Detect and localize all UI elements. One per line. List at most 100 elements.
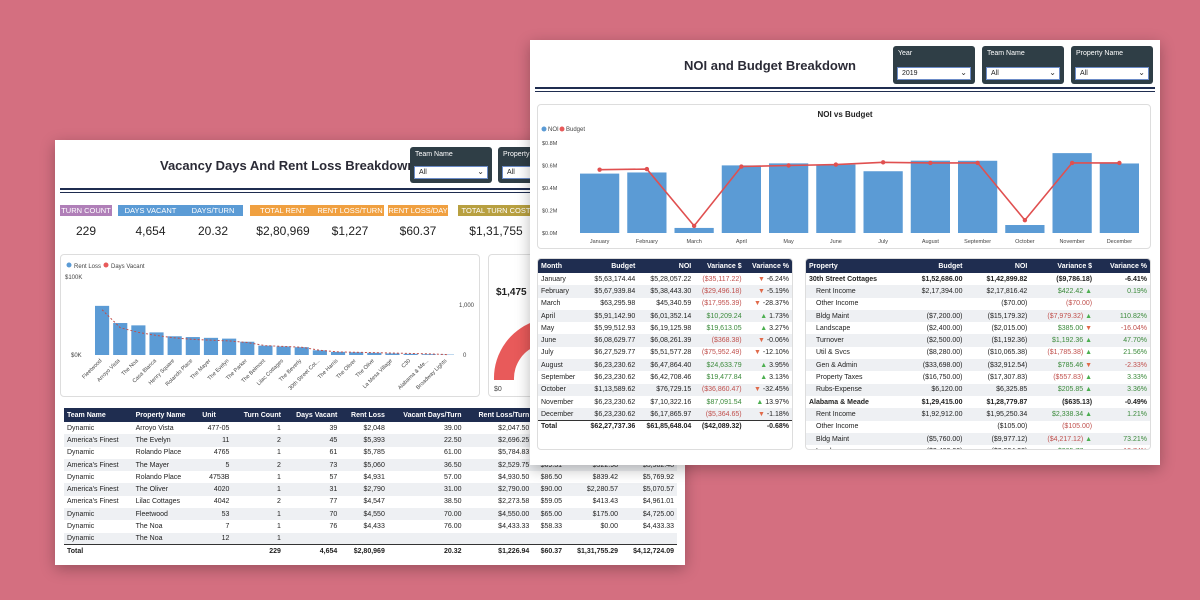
account-row[interactable]: Turnover ($2,500.00) ($1,192.36) $1,192.36 …: [806, 334, 1150, 347]
gauge-value: $1,475: [496, 287, 527, 298]
account-row[interactable]: Landscape ($2,400.00) ($2,015.00) $385.00 ▼…: [806, 322, 1150, 334]
column-header: Vacant Days/Turn: [387, 408, 465, 422]
arrow-down-icon: ▼: [1083, 361, 1093, 369]
variance-amount: $385.00: [1057, 324, 1084, 332]
account-row[interactable]: Rubs-Expense $6,120.00 $6,325.85 $205.85 ▲ 3…: [806, 383, 1150, 396]
rent-loss-bar: [421, 354, 436, 355]
table-cell: ($42,089.32): [694, 420, 745, 433]
noi-bar: [1099, 163, 1139, 233]
account-row[interactable]: Landscape($2,400.00)($2,094.23)$305.77 ▼…: [806, 445, 1150, 449]
table-cell: $5,769.92: [642, 473, 674, 481]
variance-pct-cell: ▼ -12.10%: [745, 347, 792, 359]
table-cell: The Noa: [135, 523, 163, 531]
table-row[interactable]: January $5,63,174.44 $5,28,057.22 ($35,117.…: [538, 273, 792, 285]
property-table-card[interactable]: Property Budget NOI Variance $ Variance % 30…: [805, 258, 1151, 450]
table-cell: The Evelyn: [132, 434, 200, 447]
table-row[interactable]: November $6,23,230.62 $7,10,322.16 $87,091.…: [538, 396, 792, 408]
table-row[interactable]: March $63,295.98 $45,340.59 ($17,955.39) ▼ -…: [538, 298, 792, 310]
account-row[interactable]: Bldg Maint ($7,200.00) ($15,179.32) ($7,979…: [806, 309, 1150, 323]
table-cell: 76: [329, 523, 338, 531]
account-row[interactable]: Rent Income $1,92,912.00 $1,95,250.34 $2,33…: [806, 408, 1150, 421]
variance-pct-cell: ▲ 3.27%: [745, 322, 792, 334]
table-row[interactable]: September $6,23,230.62 $6,42,708.46 $19,477…: [538, 371, 792, 383]
arrow-down-icon: ▼: [1083, 324, 1093, 332]
table-cell: Dynamic: [67, 424, 95, 432]
table-row[interactable]: February $5,67,939.84 $5,38,443.30 ($29,496…: [538, 285, 792, 298]
column-header: NOI: [638, 259, 695, 273]
table-cell: 4042: [213, 498, 230, 506]
table-row[interactable]: Dynamic The Noa 7 1 76 $4,433 76.00 $4,433.33 $5…: [64, 520, 677, 532]
arrow-down-icon: ▼: [754, 300, 763, 308]
table-row[interactable]: America's Finest The Mayer 5 2 73 $5,060 36.50…: [64, 458, 677, 472]
noi-bar: [816, 164, 856, 233]
table-cell: $6,08,261.39: [638, 334, 695, 347]
budget-point: [597, 167, 602, 172]
table-cell: March: [541, 300, 561, 308]
table-row[interactable]: America's Finest The Oliver 4020 1 31 $2,790 3…: [64, 483, 677, 496]
variance-cell: $422.42 ▲: [1030, 285, 1096, 298]
x-tick-label: March: [686, 239, 701, 245]
table-row[interactable]: Dynamic Rolando Place 4753B 1 57 $4,931 57.00 $…: [64, 471, 677, 483]
table-row[interactable]: December $6,23,230.62 $6,17,865.97 ($5,364.…: [538, 408, 792, 421]
property-name-dropdown[interactable]: All ⌄: [1075, 67, 1149, 80]
table-cell: July: [541, 349, 554, 357]
property-group-row[interactable]: Alabama & Meade $1,29,415.00 $1,28,779.87 (…: [806, 396, 1150, 408]
budget-line: [599, 161, 1120, 228]
selected-value: All: [1080, 70, 1088, 77]
team-name-dropdown[interactable]: All ⌄: [414, 166, 488, 179]
kpi-turn-count-label: TURN COUNT: [60, 205, 112, 216]
account-row[interactable]: Bldg Maint ($5,760.00) ($9,977.12) ($4,217.…: [806, 432, 1150, 446]
table-cell: $4,930.50: [498, 473, 530, 481]
table-cell: Gen & Admin: [806, 359, 901, 372]
arrow-up-icon: ▲: [1083, 374, 1093, 382]
table-row[interactable]: Dynamic Arroyo Vista 477-05 1 39 $2,048 39.00 $…: [64, 422, 677, 434]
legend-budget: Budget: [566, 127, 585, 133]
table-row[interactable]: June $6,08,629.77 $6,08,261.39 ($368.38) ▼ -…: [538, 334, 792, 347]
table-cell: Dynamic: [64, 532, 133, 545]
team-name-slicer[interactable]: Team Name All ⌄: [982, 46, 1064, 84]
table-row[interactable]: May $5,99,512.93 $6,19,125.98 $19,613.05 ▲ 3…: [538, 322, 792, 334]
team-name-slicer[interactable]: Team Name All ⌄: [410, 147, 492, 183]
table-row[interactable]: America's Finest Lilac Cottages 4042 2 77 $4,…: [64, 496, 677, 508]
table-cell: ($2,094.23): [965, 445, 1030, 449]
legend-rent-loss: Rent Loss: [74, 264, 101, 270]
column-header: Budget: [900, 259, 966, 273]
year-dropdown[interactable]: 2019 ⌄: [897, 67, 971, 80]
year-slicer[interactable]: Year 2019 ⌄: [893, 46, 975, 84]
account-row[interactable]: Other Income ($105.00) ($105.00): [806, 421, 1150, 433]
table-cell: $87,091.54: [706, 398, 742, 406]
property-group-row[interactable]: 30th Street Cottages $1,52,686.00 $1,42,89…: [806, 273, 1150, 285]
account-row[interactable]: Gen & Admin ($33,698.00) ($32,912.54) $785.…: [806, 359, 1150, 372]
table-cell: $6,27,529.77: [594, 349, 636, 357]
account-row[interactable]: Property Taxes ($16,750.00) ($17,307.83) ($…: [806, 371, 1150, 383]
account-row[interactable]: Rent Income $2,17,394.00 $2,17,816.42 $422.…: [806, 285, 1150, 298]
account-row[interactable]: Other Income ($70.00) ($70.00): [806, 298, 1150, 310]
variance-pct: 3.13%: [769, 374, 789, 382]
rent-loss-bar: [203, 337, 219, 355]
header-rule: [535, 91, 1155, 92]
table-row[interactable]: August $6,23,230.62 $6,47,864.40 $24,633.79…: [538, 359, 792, 372]
table-cell: ($8,280.00): [926, 349, 963, 357]
table-row[interactable]: Dynamic The Noa 12 1: [64, 532, 677, 545]
property-name-slicer[interactable]: Property Name All ⌄: [1071, 46, 1153, 84]
gauge-min-label: $0: [494, 386, 502, 393]
month-table-card[interactable]: Month Budget NOI Variance $ Variance % Janua…: [537, 258, 793, 450]
team-name-dropdown[interactable]: All ⌄: [986, 67, 1060, 80]
table-row[interactable]: July $6,27,529.77 $5,51,577.28 ($75,952.49)…: [538, 347, 792, 359]
variance-amount: ($70.00): [1065, 300, 1093, 308]
table-row[interactable]: Dynamic Rolando Place 4765 1 61 $5,785 61.00 $5…: [64, 447, 677, 459]
table-cell: [532, 532, 566, 545]
table-row[interactable]: October $1,13,589.62 $76,729.15 ($36,860.47…: [538, 383, 792, 396]
account-row[interactable]: Util & Svcs ($8,280.00) ($10,065.38) ($1,78…: [806, 347, 1150, 359]
table-cell: 1: [277, 523, 281, 531]
table-cell: $6,23,230.62: [582, 408, 639, 421]
table-cell: Bldg Maint: [806, 309, 901, 323]
table-cell: $5,51,577.28: [650, 349, 692, 357]
selected-value: 2019: [902, 70, 918, 77]
table-cell: 36.50: [387, 458, 465, 472]
table-cell: Util & Svcs: [816, 349, 850, 357]
table-cell: 61: [329, 449, 338, 457]
table-cell: -6.41%: [1124, 275, 1147, 283]
table-row[interactable]: April $5,91,142.90 $6,01,352.14 $10,209.24 ▲…: [538, 309, 792, 323]
table-row[interactable]: Dynamic Fleetwood 53 1 70 $4,550 70.00 $4,550.0…: [64, 508, 677, 521]
